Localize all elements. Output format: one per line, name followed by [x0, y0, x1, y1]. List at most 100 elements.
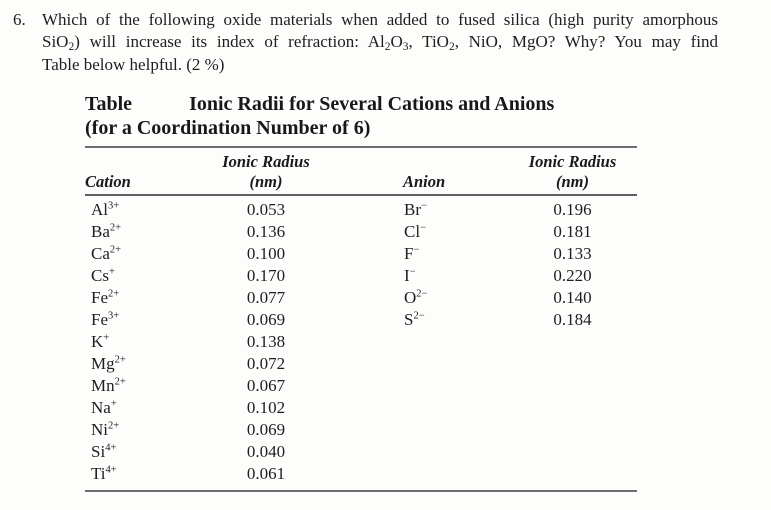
- ion-symbol: Ba: [91, 222, 110, 242]
- cation-cell: Fe3+: [85, 309, 185, 331]
- column-header-anion: Anion: [403, 172, 446, 192]
- anion-cell: F−: [347, 243, 460, 265]
- anion-cell: Cl−: [347, 221, 460, 243]
- anion-cell: [347, 375, 460, 397]
- ion-charge: 3+: [108, 310, 120, 322]
- ion-symbol: I: [404, 266, 410, 286]
- ion-charge: −: [421, 200, 427, 212]
- table-header-row: Cation Ionic Radius (nm) Anion Ionic Rad…: [85, 148, 637, 194]
- ion-symbol: Ca: [91, 244, 110, 264]
- table-rule-bottom: [85, 490, 637, 493]
- subscript: 2: [68, 41, 75, 54]
- anion-cell: S2−: [347, 309, 460, 331]
- anion-cell: [347, 419, 460, 441]
- ion-symbol: Ti: [91, 464, 106, 484]
- anion-radius-cell: [460, 375, 637, 397]
- cation-cell: Al3+: [85, 199, 185, 221]
- ion-charge: 2+: [108, 420, 120, 432]
- ion-symbol: K: [91, 332, 104, 352]
- anion-cell: [347, 463, 460, 485]
- table-title: Table Ionic Radii for Several Cations and…: [85, 93, 637, 140]
- cation-cell: Ca2+: [85, 243, 185, 265]
- cation-cell: Mn2+: [85, 375, 185, 397]
- ion-charge: 4+: [105, 442, 117, 454]
- ion-charge: 2−: [413, 310, 425, 322]
- anion-cell: O2−: [347, 287, 460, 309]
- cation-radius-cell: 0.072: [246, 354, 286, 374]
- table-title-label: Table: [85, 93, 133, 116]
- ion-symbol: S: [404, 310, 414, 330]
- anion-radius-cell: [460, 353, 637, 375]
- anion-cell: [347, 397, 460, 419]
- cation-cell: Na+: [85, 397, 185, 419]
- anion-cell: I−: [347, 265, 460, 287]
- question-line-1: Which of the following oxide materials w…: [42, 9, 718, 31]
- cation-radius-cell: 0.077: [246, 288, 286, 308]
- radius-header-label: Ionic Radius: [222, 152, 310, 172]
- ion-symbol: Cl: [404, 222, 421, 242]
- anion-radius-cell: 0.220: [553, 266, 592, 286]
- cation-cell: Si4+: [85, 441, 185, 463]
- radius-header-label: Ionic Radius: [528, 152, 617, 172]
- ionic-radii-table: Table Ionic Radii for Several Cations and…: [85, 93, 637, 493]
- cation-radius-cell: 0.040: [246, 442, 286, 462]
- table-rule-header: [85, 194, 637, 197]
- anion-radius-cell: 0.184: [553, 310, 592, 330]
- ion-symbol: Na: [91, 398, 111, 418]
- cation-radius-cell: 0.061: [246, 464, 286, 484]
- question-line-2: SiO2) will increase its index of refract…: [42, 31, 718, 53]
- cation-radius-cell: 0.069: [246, 310, 286, 330]
- ion-charge: −: [409, 266, 416, 278]
- subscript: 2: [448, 41, 455, 54]
- ion-charge: +: [108, 266, 115, 278]
- ion-charge: 4+: [105, 464, 117, 476]
- cation-radius-cell: 0.069: [246, 420, 286, 440]
- ion-symbol: Fe: [91, 288, 108, 308]
- subscript: 3: [402, 41, 409, 54]
- table-title-text: Ionic Radii for Several Cations and Anio…: [189, 93, 555, 116]
- table-rule-top: [85, 146, 637, 149]
- subscript: 2: [384, 41, 391, 54]
- cation-radius-cell: 0.067: [246, 376, 286, 396]
- text-segment: Which of the following oxide materials w…: [42, 10, 718, 29]
- ion-charge: 2+: [109, 244, 122, 256]
- ion-charge: −: [413, 244, 420, 256]
- ion-symbol: Br: [404, 200, 421, 220]
- ion-symbol: Mn: [91, 376, 115, 396]
- cation-cell: Cs+: [85, 265, 185, 287]
- cation-cell: Ti4+: [85, 463, 185, 485]
- cation-cell: Ba2+: [85, 221, 185, 243]
- ion-symbol: Cs: [91, 266, 109, 286]
- ion-charge: +: [110, 398, 117, 410]
- ion-charge: 2+: [114, 376, 126, 388]
- ion-symbol: Al: [91, 200, 108, 220]
- question-text: Which of the following oxide materials w…: [42, 9, 718, 76]
- ion-symbol: Fe: [91, 310, 108, 330]
- question-block: 6. Which of the following oxide material…: [13, 9, 771, 76]
- column-header-cation: Cation: [85, 172, 131, 192]
- ion-charge: +: [103, 332, 110, 344]
- cation-cell: K+: [85, 331, 185, 353]
- column-header-cation-radius: Ionic Radius (nm): [185, 152, 347, 192]
- text-segment: Table below helpful. (2 %): [42, 54, 225, 74]
- cation-radius-cell: 0.053: [246, 200, 286, 220]
- table-subtitle: (for a Coordination Number of 6): [85, 116, 371, 139]
- anion-radius-cell: 0.181: [553, 222, 592, 242]
- anion-radius-cell: 0.140: [553, 288, 592, 308]
- radius-unit-label: (nm): [556, 172, 589, 192]
- text-segment: , NiO, MgO? Why? You may find: [454, 32, 718, 52]
- ion-charge: 2+: [114, 354, 126, 366]
- cation-radius-cell: 0.102: [246, 398, 286, 418]
- anion-radius-cell: [460, 463, 637, 485]
- ion-symbol: F: [404, 244, 414, 264]
- anion-radius-cell: [460, 331, 637, 353]
- cation-cell: Mg2+: [85, 353, 185, 375]
- radius-unit-label: (nm): [249, 172, 283, 192]
- cation-cell: Fe2+: [85, 287, 185, 309]
- cation-radius-cell: 0.136: [246, 222, 286, 242]
- cation-cell: Ni2+: [85, 419, 185, 441]
- ion-symbol: Ni: [91, 420, 108, 440]
- anion-radius-cell: [460, 397, 637, 419]
- cation-radius-cell: 0.138: [246, 332, 286, 352]
